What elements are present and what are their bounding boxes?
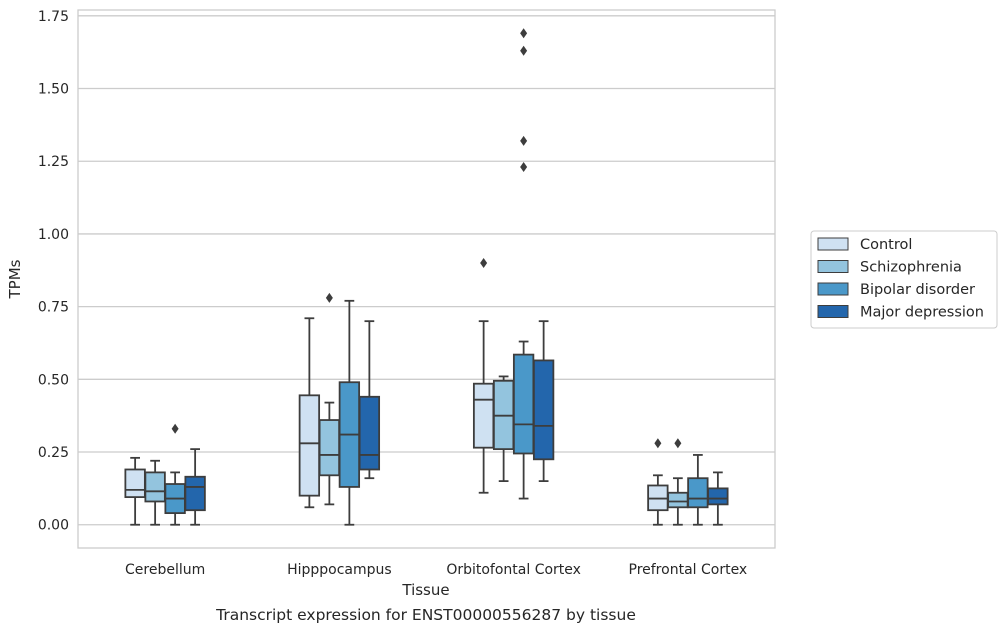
y-axis-ticks: 0.00 0.25 0.50 0.75 1.00 1.25 1.50 1.75 bbox=[38, 9, 69, 534]
x-tick-label: Prefrontal Cortex bbox=[629, 562, 748, 578]
y-tick-label: 0.50 bbox=[38, 372, 69, 388]
y-tick-label: 0.25 bbox=[38, 445, 69, 461]
legend-entry: Schizophrenia bbox=[860, 260, 962, 276]
y-axis-label: TPMs bbox=[6, 259, 24, 299]
y-tick-label: 1.00 bbox=[38, 227, 69, 243]
box-cerebellum bbox=[124, 456, 146, 526]
box-iqr bbox=[184, 475, 206, 512]
outlier-point bbox=[520, 162, 528, 173]
y-tick-label: 1.25 bbox=[38, 154, 69, 170]
box-hipppocampus bbox=[318, 292, 341, 506]
x-tick-label: Orbitofontal Cortex bbox=[446, 562, 581, 578]
y-tick-label: 1.50 bbox=[38, 82, 69, 98]
box-iqr bbox=[667, 491, 689, 509]
x-tick-label: Hipppocampus bbox=[287, 562, 392, 578]
outlier-point bbox=[520, 28, 528, 39]
box-hipppocampus bbox=[358, 320, 381, 480]
box-orbitofontal-cortex bbox=[472, 258, 495, 494]
box-prefrontal-cortex bbox=[667, 438, 689, 526]
grid-lines bbox=[78, 15, 775, 526]
box-cerebellum bbox=[164, 423, 186, 526]
box-orbitofontal-cortex bbox=[532, 320, 555, 483]
outlier-point bbox=[654, 438, 662, 449]
box-iqr bbox=[318, 419, 341, 477]
box-iqr bbox=[472, 382, 495, 449]
box-prefrontal-cortex bbox=[687, 454, 709, 526]
plot-frame bbox=[77, 9, 776, 549]
series-major-depression bbox=[184, 320, 729, 526]
legend-entry: Major depression bbox=[860, 305, 984, 321]
outlier-point bbox=[520, 135, 528, 146]
legend-entry: Control bbox=[860, 237, 912, 253]
outlier-point bbox=[520, 45, 528, 56]
box-iqr bbox=[144, 471, 166, 503]
series-schizophrenia bbox=[144, 292, 689, 526]
legend-frame bbox=[810, 230, 998, 329]
box-iqr bbox=[532, 359, 555, 461]
series-control bbox=[124, 258, 669, 526]
y-tick-label: 0.00 bbox=[38, 518, 69, 534]
outlier-point bbox=[171, 423, 179, 434]
outlier-point bbox=[480, 258, 488, 269]
box-iqr bbox=[124, 468, 146, 499]
series-bipolar-disorder bbox=[164, 28, 709, 526]
legend-entry: Bipolar disorder bbox=[860, 282, 975, 298]
box-orbitofontal-cortex bbox=[492, 375, 515, 483]
y-tick-label: 1.75 bbox=[38, 9, 69, 25]
legend-swatch bbox=[817, 237, 849, 251]
box-iqr bbox=[707, 487, 729, 506]
box-orbitofontal-cortex bbox=[512, 28, 535, 500]
legend-swatch bbox=[817, 282, 849, 296]
box-prefrontal-cortex bbox=[647, 438, 669, 526]
box-cerebellum bbox=[144, 459, 166, 526]
legend-swatch bbox=[817, 305, 849, 318]
box-iqr bbox=[512, 353, 535, 455]
box-plot-series bbox=[124, 28, 729, 526]
box-cerebellum bbox=[184, 448, 206, 526]
box-iqr bbox=[358, 395, 381, 471]
legend: Control Schizophrenia Bipolar disorder Majo… bbox=[810, 230, 998, 329]
x-axis-label: Tissue bbox=[401, 581, 449, 599]
outlier-point bbox=[674, 438, 682, 449]
box-iqr bbox=[687, 477, 709, 509]
box-hipppocampus bbox=[338, 299, 361, 526]
box-hipppocampus bbox=[298, 317, 321, 509]
box-iqr bbox=[298, 394, 321, 497]
x-tick-label: Cerebellum bbox=[125, 562, 205, 578]
outlier-point bbox=[325, 292, 333, 303]
y-tick-label: 0.75 bbox=[38, 300, 69, 316]
x-axis-ticks: Cerebellum Hipppocampus Orbitofontal Corte… bbox=[125, 562, 747, 578]
box-prefrontal-cortex bbox=[707, 471, 729, 526]
figure-caption: Transcript expression for ENST0000055628… bbox=[216, 606, 636, 624]
legend-swatch bbox=[817, 260, 849, 273]
